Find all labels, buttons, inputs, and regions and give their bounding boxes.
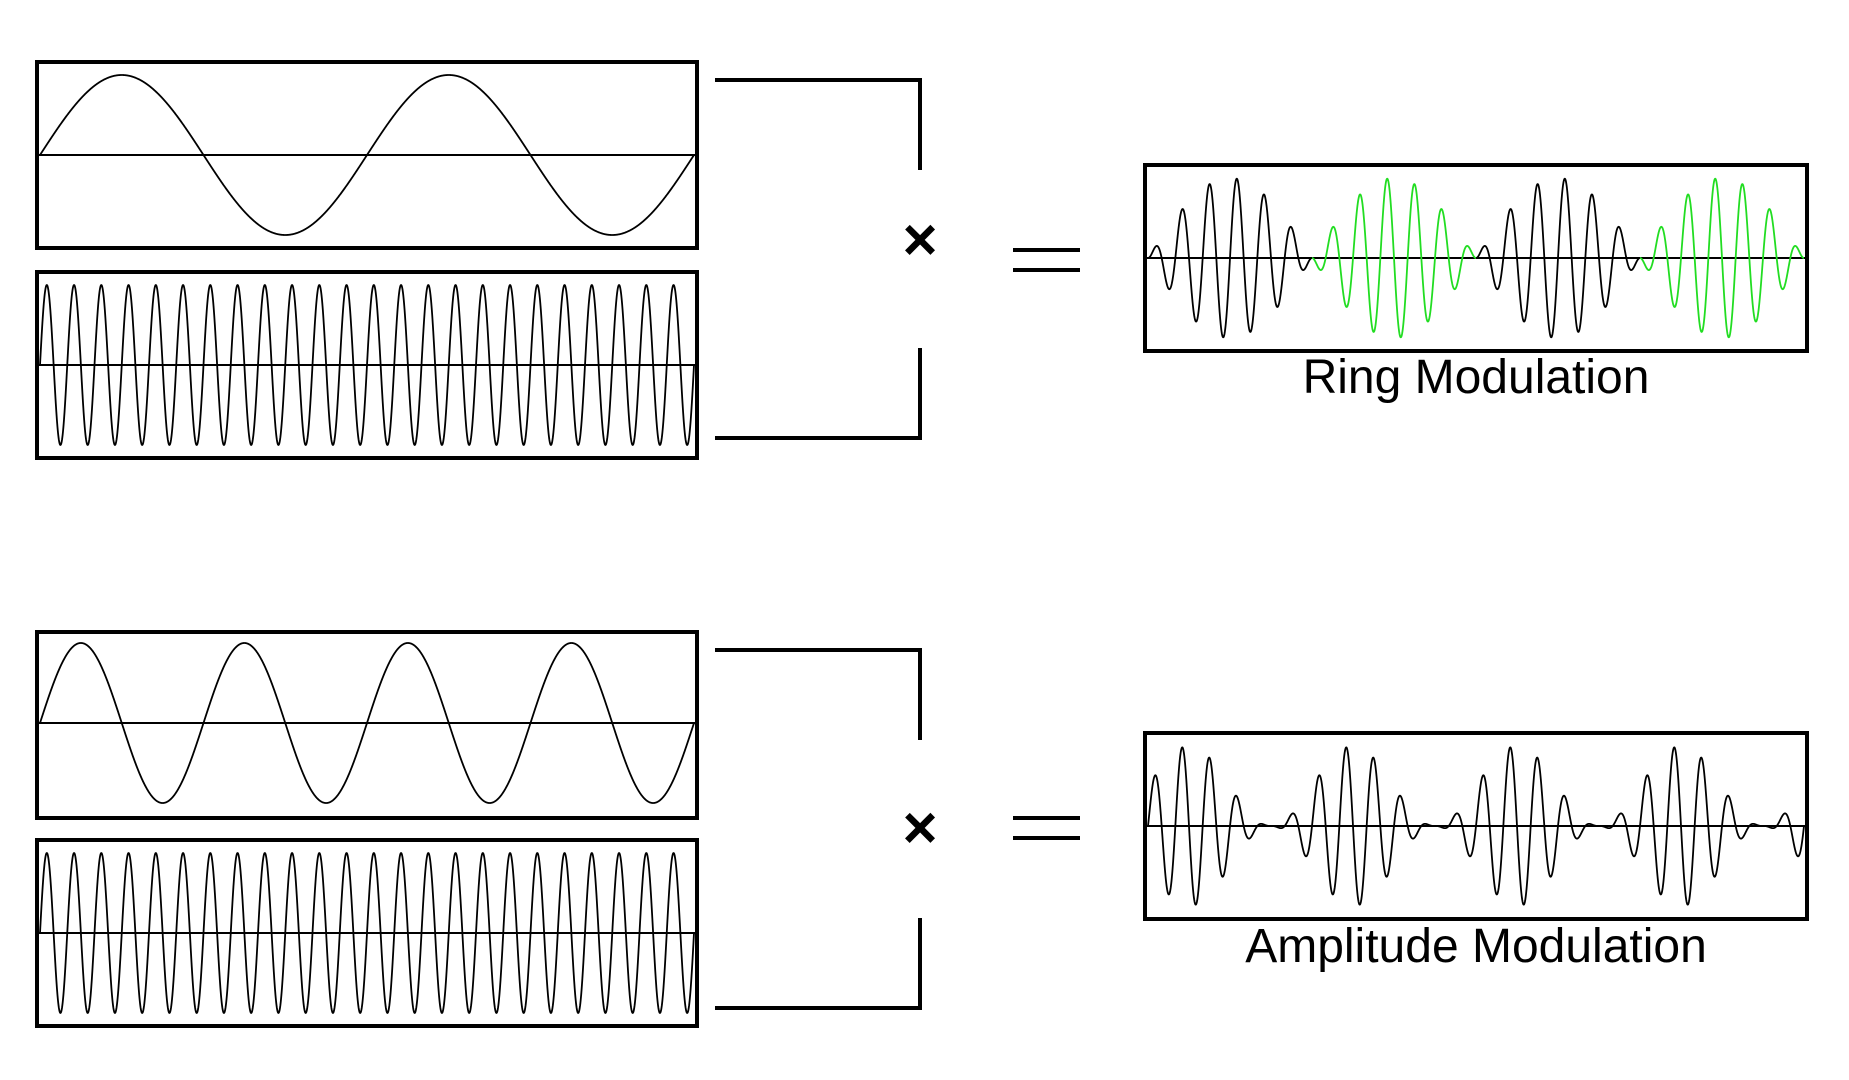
am-carrier-wave xyxy=(39,852,695,1014)
ring-result-lobe-1 xyxy=(1147,177,1313,339)
ring-bracket-top xyxy=(715,78,922,170)
ring-result-lobe-2 xyxy=(1311,177,1477,339)
am-bracket-top xyxy=(715,648,922,740)
ring-modulator-wave xyxy=(39,74,695,236)
am-equals-sign xyxy=(1013,816,1080,840)
am-bracket-bottom xyxy=(715,918,922,1010)
ring-result-lobe-3 xyxy=(1475,177,1641,339)
ring-multiply-sign: × xyxy=(902,206,937,273)
ring-section: × Ring Modulation xyxy=(35,60,1809,460)
ring-carrier-wave xyxy=(39,284,695,446)
am-section: × Amplitude Modulation xyxy=(35,630,1809,1028)
amplitude-modulation-label: Amplitude Modulation xyxy=(1245,920,1707,973)
am-result-wave xyxy=(1147,746,1805,906)
ring-equals-sign xyxy=(1013,248,1080,272)
ring-result-lobe-4 xyxy=(1639,177,1805,339)
am-result-trace xyxy=(1147,746,1805,906)
ring-modulation-label: Ring Modulation xyxy=(1303,351,1650,404)
am-multiply-sign: × xyxy=(902,794,937,861)
am-modulator-wave xyxy=(39,642,695,804)
ring-bracket-bottom xyxy=(715,348,922,440)
ring-result-wave xyxy=(1147,177,1805,339)
